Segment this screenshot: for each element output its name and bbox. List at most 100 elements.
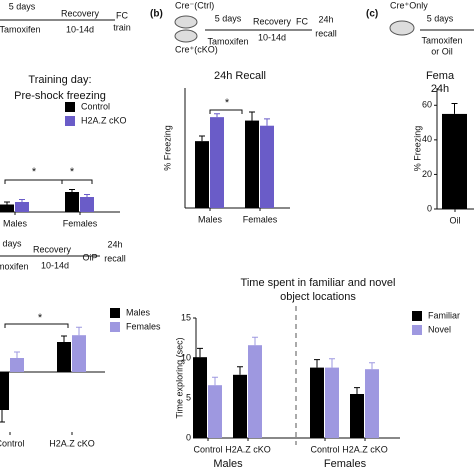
y-tick-label: 0 <box>186 432 191 442</box>
x-tick-label: Oil <box>450 215 461 225</box>
legend-swatch <box>412 311 422 321</box>
error-bar <box>252 336 258 346</box>
y-axis-label: % Freezing <box>412 126 422 172</box>
timeline-text: OiP <box>82 252 97 262</box>
timeline-b: (b) Cre⁻(Ctrl) Cre⁺(cKO) 5 days Tamoxife… <box>150 0 337 54</box>
x-tick-label: Control <box>310 444 339 454</box>
timeline-text: FC <box>296 16 308 26</box>
group-label: Females <box>324 458 367 470</box>
bar <box>310 367 324 438</box>
legend-label: Control <box>81 101 110 111</box>
timeline-text: Recovery <box>33 244 72 254</box>
panel-label: (b) <box>150 9 163 20</box>
error-bar <box>197 347 203 358</box>
error-bar <box>237 366 243 375</box>
mouse-icon <box>174 29 198 43</box>
error-bar <box>329 358 335 368</box>
timeline-text: 5 days <box>215 13 242 23</box>
error-bar <box>369 362 375 370</box>
timeline-text: Recovery <box>61 8 100 18</box>
chart-title: Pre-shock freezing <box>14 90 106 102</box>
bar <box>10 358 24 372</box>
error-bar <box>4 201 10 205</box>
y-axis-label: Time exploring (sec) <box>174 337 184 418</box>
error-bar <box>249 111 255 121</box>
timeline-text: 10-14d <box>66 24 94 34</box>
chart-title: object locations <box>280 291 356 303</box>
annotation: * <box>32 166 37 178</box>
bar <box>365 369 379 438</box>
timeline-text: Tamoxifen <box>0 24 41 34</box>
timeline-text: 5 days <box>9 1 36 11</box>
error-bar <box>264 118 270 126</box>
y-tick-label: 60 <box>422 100 432 110</box>
timeline-text: FC <box>116 10 128 20</box>
mouse-icon <box>389 20 415 36</box>
bar <box>72 335 86 372</box>
bar <box>248 345 262 438</box>
chart-title: Training day: <box>28 74 91 86</box>
legend-swatch <box>412 325 422 335</box>
chart-title: 24h <box>431 83 449 95</box>
chart-title: Fema <box>426 70 455 82</box>
legend-label: H2A.Z cKO <box>81 115 127 125</box>
x-tick-label: Females <box>63 218 98 228</box>
timeline-text: 10-14d <box>258 32 286 42</box>
error-bar <box>212 376 218 386</box>
error-bar <box>314 359 320 368</box>
legend-swatch <box>65 116 75 126</box>
error-bar <box>214 113 220 118</box>
annotation: * <box>225 97 230 109</box>
y-tick-label: 10 <box>181 352 191 362</box>
significance-bracket <box>4 179 63 184</box>
error-bar <box>69 189 75 192</box>
error-bar <box>19 199 25 202</box>
bar <box>0 204 14 212</box>
timeline-c: (c) Cre⁺Only 5 days Tamoxifen or Oil <box>366 0 474 56</box>
x-tick-label: Males <box>3 218 28 228</box>
x-tick-label: Control <box>0 438 25 448</box>
error-bar <box>199 135 205 142</box>
timeline-text: 24h <box>318 14 333 24</box>
bar <box>442 113 467 209</box>
timeline-text: 5 days <box>427 13 454 23</box>
bar <box>0 372 9 410</box>
legend-swatch <box>65 102 75 112</box>
group-label: Males <box>213 458 243 470</box>
bar <box>350 394 364 438</box>
timeline-text: Recovery <box>253 16 292 26</box>
bar <box>325 367 339 438</box>
x-tick-label: H2A.Z cKO <box>49 438 95 448</box>
timeline-text: or Oil <box>431 46 453 56</box>
bar <box>260 125 274 208</box>
y-tick-label: 40 <box>422 134 432 144</box>
timeline-text: Cre⁻(Ctrl) <box>175 0 214 10</box>
legend-swatch <box>110 322 120 332</box>
bar <box>233 374 247 438</box>
error-bar <box>14 351 20 358</box>
bar <box>210 117 224 208</box>
error-bar <box>76 326 82 336</box>
y-tick-label: 15 <box>181 312 191 322</box>
timeline-text: recall <box>104 253 126 263</box>
x-tick-label: H2A.Z cKO <box>342 444 388 454</box>
legend-label: Novel <box>428 324 451 334</box>
bar <box>208 385 222 438</box>
bar <box>193 357 207 438</box>
bar <box>57 342 71 372</box>
y-axis-label: % Freezing <box>162 125 172 171</box>
legend-label: Females <box>126 321 161 331</box>
panel-label: (c) <box>366 9 378 20</box>
timeline-text: days <box>2 238 22 248</box>
bar <box>245 120 259 208</box>
significance-bracket <box>4 323 69 328</box>
y-tick-label: 5 <box>186 392 191 402</box>
bar <box>65 192 79 212</box>
bar <box>80 197 94 212</box>
timeline-text: 24h <box>107 239 122 249</box>
timeline-text: train <box>113 22 131 32</box>
mouse-icon <box>174 15 198 29</box>
x-tick-label: Males <box>198 214 223 224</box>
timeline-text: recall <box>315 28 337 38</box>
